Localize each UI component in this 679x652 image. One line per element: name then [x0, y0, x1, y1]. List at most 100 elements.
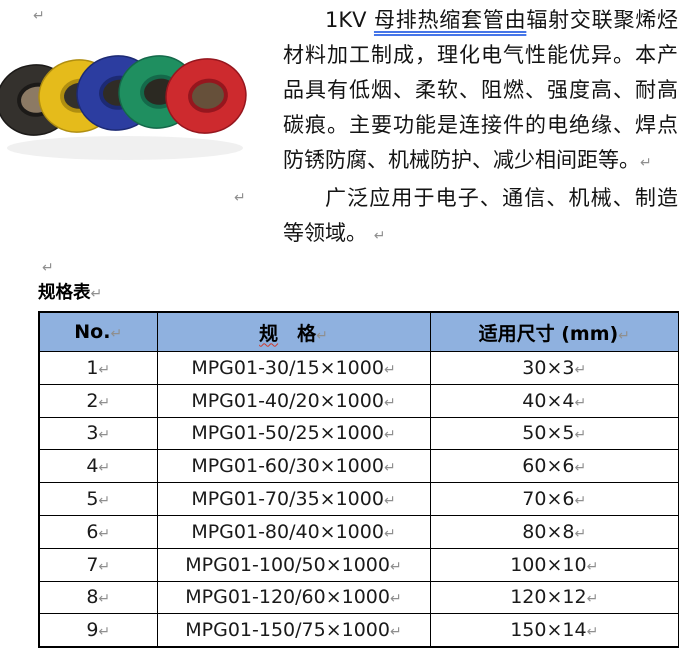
- cell-model: MPG01-30/15×1000↵: [156, 351, 431, 385]
- paragraph-mark-icon: ↵: [618, 327, 630, 344]
- table-row: 2↵ MPG01-40/20×1000↵ 40×4↵: [38, 383, 679, 418]
- column-header-size-text: 适用尺寸 (mm): [478, 322, 619, 345]
- paragraph-mark-icon: ↵: [98, 525, 111, 542]
- cell-no: 1↵: [38, 351, 158, 385]
- paragraph-mark-icon: ↵: [383, 460, 396, 477]
- intro-paragraph-1: 1KV 母排热缩套管由辐射交联聚烯烃材料加工制成，理化电气性能优异。本产品具有低…: [0, 0, 678, 181]
- cell-no: 2↵: [38, 383, 158, 418]
- red-ring: [165, 58, 247, 134]
- cell-no-text: 6: [86, 520, 99, 543]
- paragraph-mark-icon: ↵: [574, 525, 587, 542]
- paragraph-mark-icon: ↵: [390, 624, 402, 641]
- cell-size-text: 150×14: [510, 619, 587, 642]
- cell-size: 30×3↵: [429, 351, 679, 385]
- paragraph-mark-icon: ↵: [98, 624, 111, 641]
- cell-model: MPG01-150/75×1000↵: [156, 613, 431, 648]
- cell-no-text: 4: [86, 455, 99, 478]
- cell-model: MPG01-100/50×1000↵: [156, 547, 431, 582]
- grammar-underlined-text: 母排热缩套管由: [373, 8, 527, 32]
- cell-no: 6↵: [38, 514, 158, 549]
- cell-model: MPG01-60/30×1000↵: [156, 449, 431, 484]
- cell-size-text: 70×6: [522, 488, 575, 511]
- spec-table-title: 规格表↵: [38, 279, 679, 304]
- table-row: 8↵ MPG01-120/60×1000↵ 120×12↵: [38, 580, 679, 615]
- table-row: 5↵ MPG01-70/35×1000↵ 70×6↵: [38, 482, 679, 516]
- cell-size-text: 60×6: [522, 455, 575, 478]
- cell-no-text: 7: [86, 553, 99, 576]
- paragraph-mark-icon: ↵: [98, 427, 111, 444]
- cell-model-text: MPG01-100/50×1000: [185, 553, 390, 576]
- cell-model-text: MPG01-60/30×1000: [191, 455, 384, 478]
- paragraph-mark-icon: ↵: [316, 327, 328, 344]
- paragraph-mark-icon: ↵: [33, 8, 45, 24]
- cell-model-text: MPG01-30/15×1000: [191, 356, 384, 379]
- intro-p1-rest: 辐射交联聚烯烃材料加工制成，理化电气性能优异。本产品具有低烟、柔软、阻燃、强度高…: [283, 8, 678, 172]
- cell-no-text: 2: [86, 389, 99, 412]
- cell-no: 4↵: [38, 449, 158, 484]
- paragraph-mark-icon: ↵: [98, 361, 111, 378]
- cell-size-text: 120×12: [510, 586, 587, 609]
- cell-model-text: MPG01-150/75×1000: [185, 619, 390, 642]
- table-row: 6↵ MPG01-80/40×1000↵ 80×8↵: [38, 514, 679, 549]
- cell-size: 100×10↵: [429, 547, 679, 582]
- cell-model: MPG01-40/20×1000↵: [156, 383, 431, 418]
- cell-model-text: MPG01-50/25×1000: [191, 422, 384, 445]
- cell-model: MPG01-80/40×1000↵: [156, 514, 431, 549]
- paragraph-mark-icon: ↵: [390, 558, 402, 575]
- paragraph-mark-icon: ↵: [383, 493, 396, 510]
- cell-model: MPG01-120/60×1000↵: [156, 580, 431, 615]
- paragraph-mark-icon: ↵: [586, 624, 599, 641]
- table-row: 3↵ MPG01-50/25×1000↵ 50×5↵: [38, 416, 679, 451]
- cell-no: 8↵: [38, 580, 158, 615]
- paragraph-mark-icon: ↵: [586, 591, 599, 608]
- intro-p1-prefix: 1KV: [325, 8, 374, 32]
- paragraph-mark-icon: ↵: [98, 558, 111, 575]
- paragraph-mark-icon: ↵: [574, 394, 587, 411]
- paragraph-mark-icon: ↵: [98, 493, 111, 510]
- paragraph-mark-icon: ↵: [574, 493, 587, 510]
- paragraph-mark-icon: ↵: [98, 591, 111, 608]
- paragraph-mark-icon: ↵: [42, 260, 54, 276]
- cell-size-text: 40×4: [522, 389, 575, 412]
- cell-model: MPG01-50/25×1000↵: [156, 416, 431, 451]
- cell-no: 9↵: [38, 613, 158, 648]
- paragraph-mark-icon: ↵: [574, 427, 587, 444]
- cell-size: 50×5↵: [429, 416, 679, 451]
- cell-model-text: MPG01-40/20×1000: [191, 389, 384, 412]
- cell-model-text: MPG01-120/60×1000: [185, 586, 390, 609]
- cell-no-text: 3: [86, 422, 99, 445]
- paragraph-mark-icon: ↵: [390, 591, 402, 608]
- paragraph-mark-icon: ↵: [574, 460, 587, 477]
- cell-size-text: 80×8: [522, 520, 575, 543]
- cell-no: 7↵: [38, 547, 158, 582]
- cell-size: 40×4↵: [429, 383, 679, 418]
- cell-model: MPG01-70/35×1000↵: [156, 482, 431, 516]
- cell-size-text: 50×5: [522, 422, 575, 445]
- cell-no: 5↵: [38, 482, 158, 516]
- column-header-spec: 规 格↵: [156, 311, 431, 352]
- table-row: 9↵ MPG01-150/75×1000↵ 150×14↵: [38, 613, 679, 648]
- paragraph-mark-icon: ↵: [90, 286, 103, 302]
- paragraph-mark-icon: ↵: [383, 394, 396, 411]
- cell-no-text: 8: [86, 586, 99, 609]
- intro-p2-text: 广泛应用于电子、通信、机械、制造等领域。: [283, 186, 678, 245]
- paragraph-mark-icon: ↵: [383, 427, 396, 444]
- column-header-spec-text: 格: [278, 322, 317, 345]
- paragraph-mark-icon: ↵: [234, 190, 246, 206]
- intro-paragraph-2: 广泛应用于电子、通信、机械、制造等领域。 ↵: [0, 181, 678, 254]
- paragraph-mark-icon: ↵: [574, 361, 587, 378]
- cell-no-text: 5: [86, 488, 99, 511]
- table-row: 4↵ MPG01-60/30×1000↵ 60×6↵: [38, 449, 679, 484]
- cell-model-text: MPG01-80/40×1000: [191, 520, 384, 543]
- spec-table-body: 1↵ MPG01-30/15×1000↵ 30×3↵ 2↵ MPG01-40/20×10…: [38, 351, 679, 648]
- cell-size-text: 30×3: [522, 356, 575, 379]
- paragraph-mark-icon: ↵: [110, 326, 123, 342]
- spec-table-title-text: 规格表: [38, 283, 91, 303]
- paragraph-mark-icon: ↵: [383, 361, 396, 378]
- paragraph-mark-icon: ↵: [98, 460, 111, 477]
- cell-no: 3↵: [38, 416, 158, 451]
- table-row: 1↵ MPG01-30/15×1000↵ 30×3↵: [38, 351, 679, 385]
- cell-size-text: 100×10: [510, 553, 587, 576]
- paragraph-mark-icon: ↵: [383, 525, 396, 542]
